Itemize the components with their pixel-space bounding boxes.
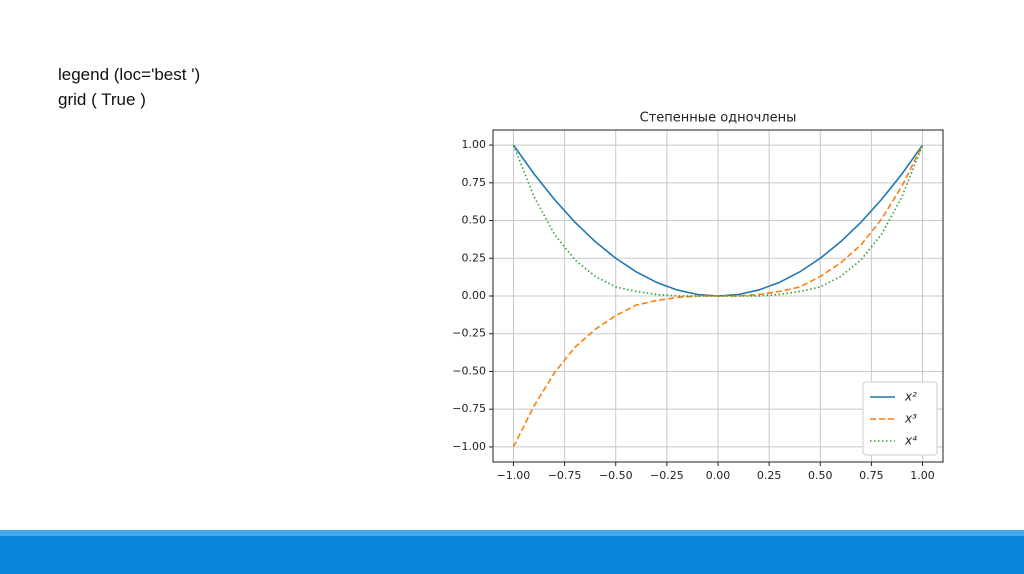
chart-title: Степенные одночлены [640,111,797,126]
y-tick-label: −1.00 [452,440,486,453]
y-tick-label: 0.50 [462,214,487,227]
legend-box [862,381,938,456]
x-tick-label: −0.25 [650,469,684,482]
y-tick-label: 0.00 [462,289,487,302]
x-tick-label: 1.00 [910,469,935,482]
slide-text: grid ( True ) [58,90,146,109]
x-tick-label: 0.50 [808,469,833,482]
x-tick-label: 0.25 [757,469,782,482]
x-tick-label: −1.00 [497,469,531,482]
y-tick-label: 0.25 [462,251,487,264]
slide-text: legend (loc='best ') [58,65,201,84]
x-tick-label: 0.00 [706,469,731,482]
x-tick-label: 0.75 [859,469,884,482]
y-tick-label: 0.75 [462,176,487,189]
plot-frame [492,129,944,463]
line-series [512,144,924,448]
footer-stripe [0,530,1024,536]
y-tick-label: −0.75 [452,402,486,415]
footer-bar [0,536,1024,574]
legend-label: x³ [904,412,917,426]
y-tick-label: −0.50 [452,364,486,377]
y-tick-label: 1.00 [462,138,487,151]
x-tick-label: −0.50 [599,469,633,482]
y-tick-label: −0.25 [452,327,486,340]
x-tick-label: −0.75 [548,469,582,482]
legend-label: x⁴ [904,434,917,448]
legend-label: x² [904,390,917,404]
